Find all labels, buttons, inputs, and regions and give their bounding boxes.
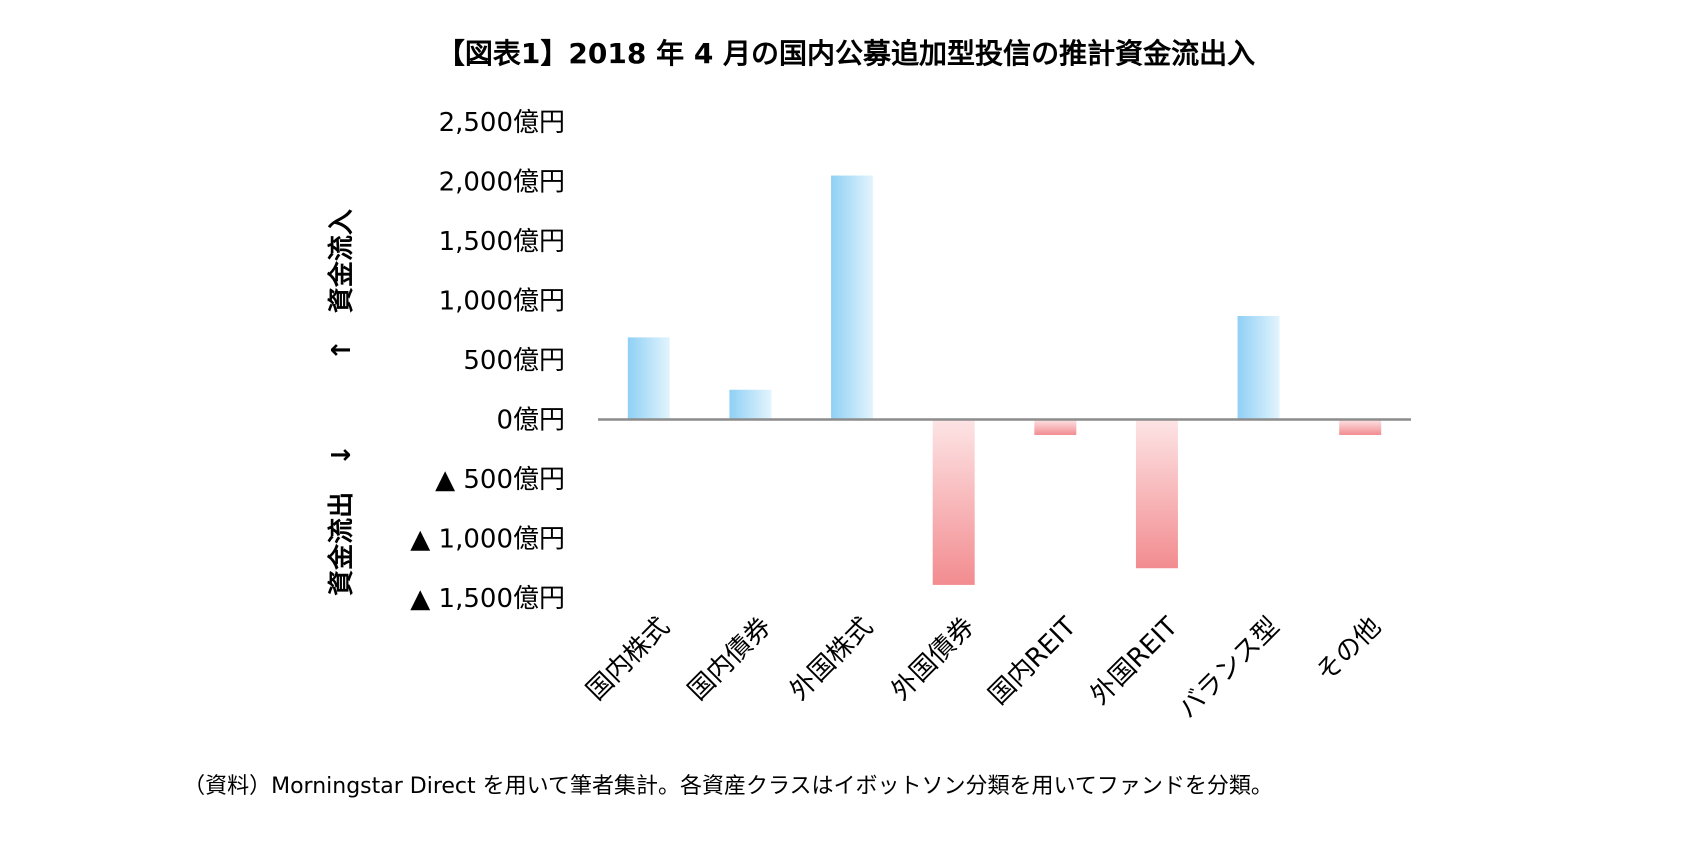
bar-2 [729, 389, 772, 420]
y-tick-label: 500億円 [463, 346, 565, 376]
x-category-label: 外国株式 [784, 612, 879, 707]
chart-title: 【図表1】2018 年 4 月の国内公募追加型投信の推計資金流出入 [437, 37, 1255, 70]
inflow-label: ↑ 資金流入 [326, 209, 357, 361]
bar-8 [1339, 419, 1382, 435]
y-tick-label: 2,000億円 [439, 168, 565, 198]
y-tick-label: ▲ 500億円 [435, 465, 565, 495]
bar-5 [1034, 419, 1077, 435]
y-tick-label: 1,500億円 [439, 227, 565, 257]
outflow-label: 資金流出 ↓ [326, 444, 357, 596]
x-category-label: その他 [1311, 612, 1387, 688]
x-category-label: 外国債券 [886, 612, 981, 707]
bar-7 [1237, 315, 1280, 420]
bar-6 [1135, 419, 1178, 569]
y-tick-label: 1,000億円 [439, 287, 565, 317]
bar-series [627, 175, 1382, 585]
source-note: （資料）Morningstar Direct を用いて筆者集計。各資産クラスはイ… [183, 774, 1273, 799]
x-category-label: 国内債券 [683, 612, 778, 707]
y-tick-label: 2,500億円 [439, 108, 565, 138]
y-tick-label: 0億円 [496, 406, 565, 436]
x-category-label: バランス型 [1173, 612, 1286, 725]
bar-1 [627, 337, 670, 420]
y-axis-tick-labels: 2,500億円 2,000億円 1,500億円 1,000億円 500億円 0億円 ▲ 50… [410, 108, 565, 614]
y-tick-label: ▲ 1,500億円 [410, 584, 565, 614]
x-category-label: 外国REIT [1085, 612, 1184, 711]
bar-3 [831, 175, 874, 420]
y-tick-label: ▲ 1,000億円 [410, 525, 565, 555]
x-category-label: 国内REIT [983, 612, 1082, 711]
bar-4 [932, 419, 975, 585]
x-category-label: 国内株式 [581, 612, 676, 707]
